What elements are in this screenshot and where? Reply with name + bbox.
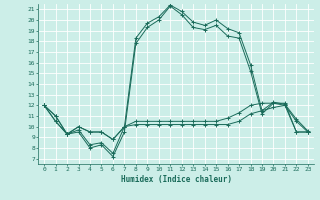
X-axis label: Humidex (Indice chaleur): Humidex (Indice chaleur) [121, 175, 231, 184]
